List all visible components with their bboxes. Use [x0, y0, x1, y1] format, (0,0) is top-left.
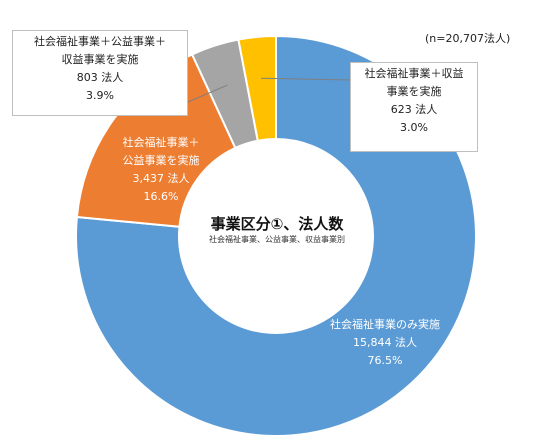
- slice-label-welfare-only-percent: 76.5%: [367, 354, 403, 367]
- leader-line-welfare-profit: [261, 77, 351, 81]
- chart-subtitle: 社会福祉事業、公益事業、収益事業別: [209, 235, 345, 244]
- slice-label-welfare-public-count: 3,437 法人: [132, 172, 190, 185]
- slice-label-welfare-only-name: 社会福祉事業のみ実施: [330, 318, 440, 331]
- slice-label-welfare-public-line2: 公益事業を実施: [122, 154, 200, 167]
- callout-welfare-public-profit-count: 803 法人: [76, 71, 124, 84]
- callout-welfare-public-profit-line1: 社会福祉事業＋公益事業＋: [34, 35, 166, 48]
- slice-welfare-profit: [237, 34, 277, 142]
- chart-title: 事業区分①、法人数 社会福祉事業、公益事業、収益事業別: [177, 214, 377, 246]
- slice-label-welfare-public-percent: 16.6%: [143, 190, 179, 203]
- callout-welfare-profit: 社会福祉事業＋収益 事業を実施 623 法人 3.0%: [350, 62, 478, 152]
- sample-size-note: (n=20,707法人): [425, 32, 511, 45]
- callout-welfare-profit-line1: 社会福祉事業＋収益: [364, 67, 464, 80]
- slice-label-welfare-public-line1: 社会福祉事業＋: [122, 136, 200, 149]
- callout-welfare-profit-percent: 3.0%: [400, 121, 428, 134]
- callout-welfare-public-profit-line2: 収益事業を実施: [61, 53, 139, 66]
- callout-welfare-public-profit: 社会福祉事業＋公益事業＋ 収益事業を実施 803 法人 3.9%: [12, 30, 188, 116]
- slice-label-welfare-only-count: 15,844 法人: [353, 336, 417, 349]
- chart-title-main: 事業区分①、法人数: [210, 215, 344, 233]
- slice-label-welfare-public: 社会福祉事業＋ 公益事業を実施 3,437 法人 16.6%: [96, 134, 226, 206]
- slice-label-welfare-only: 社会福祉事業のみ実施 15,844 法人 76.5%: [305, 316, 465, 370]
- leader-line-welfare-public-profit: [187, 84, 228, 103]
- callout-welfare-profit-line2: 事業を実施: [386, 85, 442, 98]
- callout-welfare-profit-count: 623 法人: [390, 103, 438, 116]
- callout-welfare-public-profit-percent: 3.9%: [86, 89, 114, 102]
